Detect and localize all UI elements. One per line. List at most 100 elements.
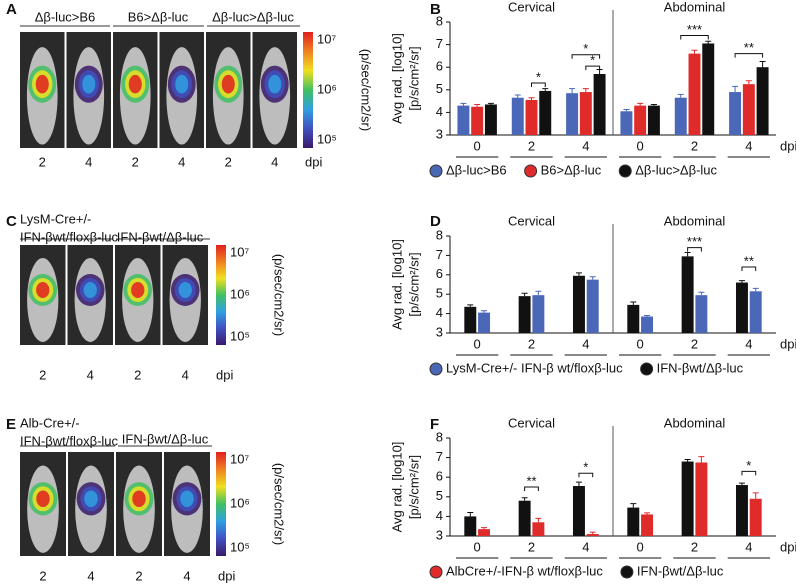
- bar: [525, 99, 538, 135]
- bracket: [585, 65, 601, 71]
- error-bar: [575, 481, 582, 487]
- panel-label: E: [6, 416, 16, 433]
- day-label: 4: [182, 367, 189, 382]
- legend-label: IFN-βwt/Δβ-luc: [637, 563, 724, 578]
- y-axis-label: [p/s/cm²/sr]: [406, 252, 421, 316]
- error-bar: [514, 94, 521, 98]
- y-tick-label: 5: [436, 488, 443, 503]
- x-tick-label: 4: [745, 138, 752, 153]
- panel-label: D: [430, 213, 441, 230]
- legend-label: IFN-βwt/Δβ-luc: [657, 360, 744, 375]
- bar: [729, 92, 742, 135]
- error-bar: [582, 88, 589, 93]
- bar: [702, 43, 715, 135]
- significance: *: [536, 69, 541, 84]
- bar: [620, 111, 633, 135]
- bracket: [680, 35, 709, 40]
- bar: [586, 534, 599, 536]
- bar: [586, 279, 599, 333]
- bar: [457, 105, 470, 135]
- error-bar: [481, 527, 488, 530]
- bar: [627, 304, 640, 333]
- legend-label: B6>Δβ-luc: [541, 162, 602, 177]
- error-bar: [637, 102, 644, 106]
- y-tick-label: 8: [436, 429, 443, 444]
- x-tick-label: 4: [745, 539, 752, 554]
- bar: [478, 312, 491, 333]
- error-bar: [481, 310, 488, 313]
- day-label: 4: [183, 568, 190, 583]
- group-label: Cervical: [508, 415, 555, 430]
- signal: [83, 282, 97, 298]
- bracket: [741, 470, 757, 476]
- error-bar: [535, 290, 542, 296]
- scale-label: (p/sec/cm2/sr): [359, 49, 374, 131]
- day-label: 4: [87, 367, 94, 382]
- panel-label: F: [430, 416, 439, 433]
- error-bar: [650, 103, 657, 106]
- y-tick-label: 5: [436, 286, 443, 301]
- bracket: [578, 472, 594, 478]
- bar: [735, 485, 748, 536]
- significance: **: [526, 473, 536, 488]
- bar: [695, 462, 708, 536]
- y-tick-label: 4: [436, 305, 443, 320]
- group-header: Alb-Cre+/-: [20, 415, 80, 430]
- legend-marker: [640, 362, 654, 376]
- day-label: 4: [271, 154, 278, 169]
- dpi-label: dpi: [216, 367, 233, 382]
- y-tick-label: 3: [436, 324, 443, 339]
- y-axis-label: [p/s/cm²/sr]: [406, 46, 421, 110]
- x-tick-label: 0: [474, 539, 481, 554]
- x-tick-label: 0: [637, 138, 644, 153]
- signal: [35, 74, 49, 94]
- bar: [478, 529, 491, 536]
- x-tick-label: 2: [528, 138, 535, 153]
- significance: **: [744, 40, 754, 55]
- y-tick-label: 4: [436, 104, 443, 119]
- bar: [695, 295, 708, 333]
- scale-tick: 10⁷: [230, 451, 249, 466]
- error-bar: [460, 102, 467, 106]
- bar: [756, 67, 769, 135]
- bar: [647, 105, 660, 135]
- bar: [464, 306, 477, 333]
- y-axis-label: [p/s/cm²/sr]: [406, 455, 421, 519]
- legend-label: Δβ-luc>B6: [446, 162, 507, 177]
- day-label: 2: [135, 568, 142, 583]
- bracket: [531, 82, 546, 88]
- error-bar: [596, 68, 603, 74]
- scale-tick: 10⁶: [230, 286, 250, 301]
- error-bar: [623, 108, 630, 112]
- dpi-label: dpi: [218, 568, 235, 583]
- scale-tick: 10⁶: [317, 81, 337, 96]
- scale-tick: 10⁵: [230, 328, 250, 343]
- bar: [688, 53, 701, 135]
- error-bar: [732, 85, 739, 93]
- group-label: Cervical: [508, 213, 555, 228]
- error-bar: [630, 503, 637, 508]
- bar: [464, 516, 477, 536]
- x-tick-label: 2: [528, 336, 535, 351]
- panel-label: C: [6, 213, 17, 230]
- group-label: Abdominal: [664, 415, 726, 430]
- significance: ***: [687, 22, 702, 37]
- error-bar: [705, 40, 712, 44]
- color-bar: [216, 245, 226, 345]
- error-bar: [467, 304, 474, 307]
- error-bar: [630, 301, 637, 305]
- bar: [735, 282, 748, 333]
- significance: **: [744, 253, 754, 268]
- day-label: 2: [39, 568, 46, 583]
- x-tick-label: 2: [691, 539, 698, 554]
- group-label: Cervical: [508, 0, 555, 14]
- bracket: [524, 486, 539, 491]
- bar: [627, 507, 640, 536]
- error-bar: [644, 512, 651, 515]
- y-tick-label: 6: [436, 266, 443, 281]
- y-axis-label: Avg rad. [log10]: [389, 442, 404, 533]
- y-tick-label: 3: [436, 527, 443, 542]
- bar: [579, 92, 592, 135]
- dpi-label: dpi: [305, 154, 322, 169]
- legend-marker: [620, 565, 634, 579]
